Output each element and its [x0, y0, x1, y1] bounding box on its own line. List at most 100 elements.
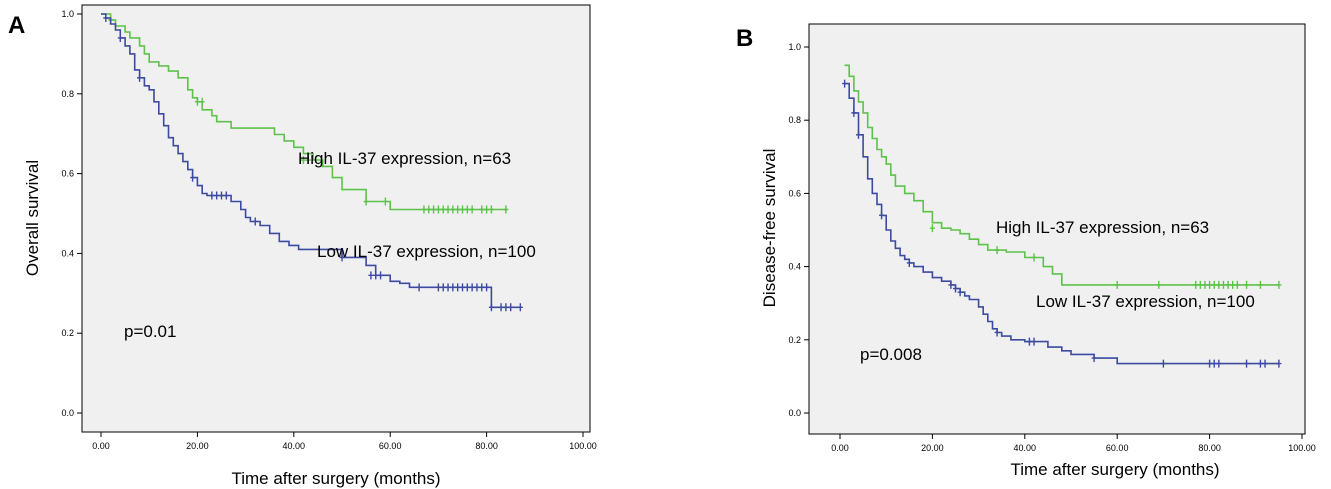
- panel-b-high-censor-mark: [1197, 280, 1203, 289]
- panel-b-curves: [842, 64, 1282, 368]
- panel-b-high-censor-mark: [1234, 280, 1240, 289]
- panel-b-y-tick-label: 1.0: [788, 42, 801, 52]
- panel-b-p-value: p=0.008: [860, 345, 922, 364]
- panel-b-high-censor-mark: [1276, 280, 1282, 289]
- panel-b-low-censor-mark: [953, 284, 958, 293]
- panel-a-curves: [101, 13, 523, 312]
- panel-b-high-censor-mark: [1207, 280, 1213, 289]
- panel-b-y-tick-label: 0.4: [788, 262, 801, 272]
- panel-b-x-tick-label: 0.00: [831, 443, 849, 453]
- panel-a-high-censor-mark: [445, 205, 451, 214]
- panel-a-low-censor-mark: [223, 191, 229, 200]
- panel-a-y-tick-label: 0.8: [61, 89, 74, 99]
- panel-a-y-tick-label: 1.0: [61, 9, 74, 19]
- panel-a-high-censor-mark: [479, 205, 485, 214]
- panel-a-high-censor-mark: [460, 205, 465, 214]
- panel-a-high-censor-mark: [421, 205, 427, 214]
- panel-a-low-censor-mark: [517, 303, 523, 312]
- panel-a-low-censor-mark: [373, 271, 379, 280]
- panel-a-low-censor-mark: [469, 283, 475, 292]
- panel-b-high-censor-mark: [1211, 280, 1217, 289]
- panel-a-low-censor-mark: [339, 253, 345, 262]
- panel-a-y-axis-title: Overall survival: [23, 160, 42, 276]
- panel-a-high-label: High IL-37 expression, n=63: [298, 149, 511, 168]
- panel-a-low-censor-mark: [252, 217, 258, 226]
- panel-a-high-censor-mark: [199, 97, 205, 106]
- panel-a-high-censor-mark: [484, 205, 490, 214]
- panel-a: A 0.00 20.00 40.00 60.00 80.00 100.000.00.20.…: [8, 4, 597, 488]
- panel-a-x-tick-label: 80.00: [475, 441, 498, 451]
- panel-a-high-censor-mark: [194, 97, 200, 106]
- panel-a-x-tick-label: 0.00: [92, 441, 110, 451]
- panel-a-low-censor-mark: [209, 191, 215, 200]
- panel-a-high-censor-mark: [464, 205, 470, 214]
- panel-b-low-censor-mark: [906, 258, 912, 267]
- panel-b-y-tick-label: 0.8: [788, 115, 801, 125]
- panel-a-low-censor-mark: [103, 13, 109, 22]
- panel-a-low-censor-mark: [445, 283, 451, 292]
- panel-b-y-tick-label: 0.0: [788, 408, 801, 418]
- panel-b-high-censor-mark: [1216, 280, 1222, 289]
- panel-a-high-censor-mark: [300, 156, 306, 165]
- panel-a-low-censor-mark: [219, 191, 224, 200]
- panel-b-y-tick-label: 0.2: [788, 335, 801, 345]
- panel-a-low-censor-mark: [488, 303, 494, 312]
- panel-a-high-censor-mark: [440, 205, 446, 214]
- panel-b-low-censor-mark: [1031, 337, 1037, 346]
- panel-a-plot-area: [81, 4, 591, 433]
- panel-a-ticks: 0.00 20.00 40.00 60.00 80.00 100.00 0.0 0.2 0.4 0…: [61, 9, 596, 451]
- panel-b-low-censor-mark: [855, 130, 861, 139]
- panel-a-high-survival-curve: [101, 13, 506, 211]
- panel-a-low-censor-mark: [214, 191, 220, 200]
- panel-a-low-censor-mark: [460, 283, 465, 292]
- panel-b-high-censor-mark: [1156, 280, 1162, 289]
- panel-a-low-censor-mark: [190, 173, 196, 182]
- panel-a-high-censor-mark: [503, 205, 509, 214]
- panel-a-letter: A: [8, 12, 25, 39]
- panel-a-low-censor-mark: [508, 303, 514, 312]
- panel-a-y-tick-label: 0.2: [61, 328, 74, 338]
- panel-a-high-censor-mark: [488, 205, 494, 214]
- panel-b-low-censor-mark: [994, 328, 1000, 337]
- panel-a-low-censor-mark: [378, 271, 384, 280]
- panel-a-low-censor-mark: [455, 283, 461, 292]
- panel-a-low-censor-mark: [450, 283, 456, 292]
- panel-a-low-censor-mark: [435, 283, 441, 292]
- panel-b-plot-area: [808, 23, 1306, 435]
- panel-b-high-censor-mark: [1031, 253, 1037, 262]
- panel-a-low-censor-mark: [474, 283, 480, 292]
- panel-b-low-censor-mark: [1216, 359, 1222, 368]
- panel-b-ticks: 0.00 20.00 40.00 60.00 80.00 100.00 0.0 0.2 0.4 0…: [788, 42, 1315, 453]
- panel-b-low-censor-mark: [948, 280, 954, 289]
- panel-b-low-censor-mark: [879, 211, 885, 220]
- panel-b-low-censor-mark: [1091, 354, 1097, 363]
- panel-b-low-censor-mark: [1026, 337, 1032, 346]
- panel-b-low-censor-mark: [1244, 359, 1250, 368]
- panel-a-high-censor-mark: [469, 205, 475, 214]
- panel-a-low-censor-mark: [117, 33, 123, 42]
- panel-a-high-censor-mark: [305, 156, 311, 165]
- panel-a-low-censor-mark: [137, 73, 143, 82]
- panel-a-x-axis-title: Time after surgery (months): [231, 469, 440, 488]
- panel-b-letter: B: [736, 25, 753, 52]
- panel-b-high-censor-mark: [994, 246, 1000, 255]
- panel-b-high-label: High IL-37 expression, n=63: [996, 218, 1209, 237]
- panel-a-x-tick-label: 100.00: [569, 441, 597, 451]
- panel-b-low-survival-curve: [844, 82, 1279, 365]
- panel-a-low-censor-mark: [498, 303, 504, 312]
- panel-a-high-censor-mark: [435, 205, 441, 214]
- panel-b-high-censor-mark: [929, 224, 935, 233]
- panel-b-low-censor-mark: [842, 79, 848, 88]
- panel-b-x-tick-label: 60.00: [1106, 443, 1129, 453]
- panel-b-x-axis-title: Time after surgery (months): [1010, 460, 1219, 479]
- panel-b-high-censor-mark: [1244, 280, 1250, 289]
- panel-b-low-censor-mark: [1211, 359, 1217, 368]
- panel-a-low-censor-mark: [416, 283, 422, 292]
- panel-a-x-tick-label: 20.00: [186, 441, 209, 451]
- panel-b-high-censor-mark: [1257, 280, 1263, 289]
- panel-a-low-label: Low IL-37 expression, n=100: [317, 242, 536, 261]
- panel-b-high-censor-mark: [1193, 280, 1199, 289]
- panel-a-p-value: p=0.01: [124, 322, 176, 341]
- panel-a-high-censor-mark: [363, 197, 369, 206]
- panel-b-low-censor-mark: [957, 288, 963, 297]
